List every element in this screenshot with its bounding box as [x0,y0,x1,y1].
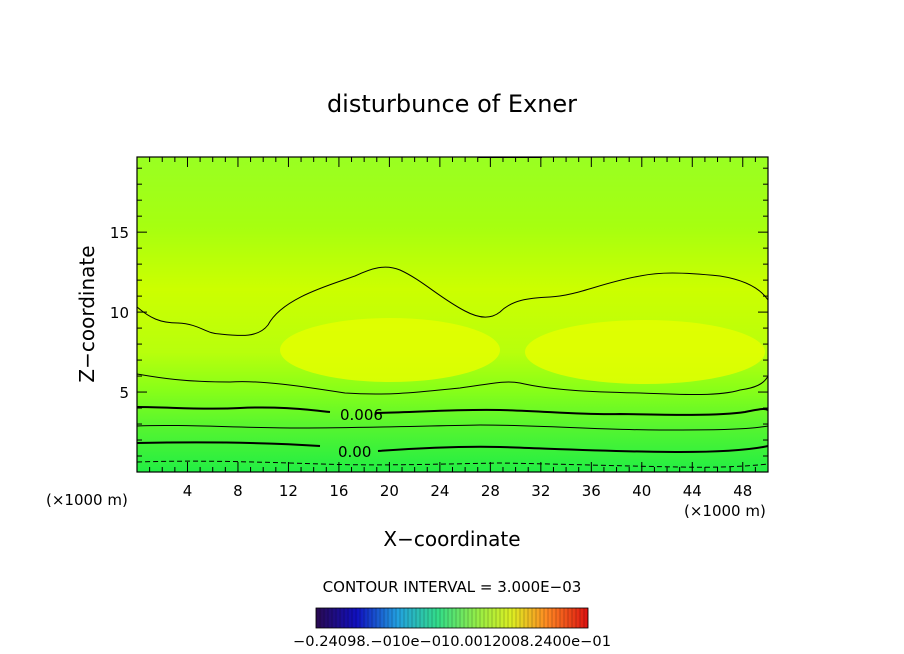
x-tick-label: 20 [380,482,399,500]
contour-mid-lower [137,424,768,431]
chart-title: disturbunce of Exner [327,90,577,118]
x-tick-label: 32 [531,482,550,500]
contour-upper [137,266,768,336]
contour-mid-upper [137,373,768,396]
y-tick-label: 15 [110,224,129,242]
x-tick-label: 8 [233,482,243,500]
contour-interval-text: CONTOUR INTERVAL = 3.000E−03 [323,578,582,596]
x-unit-left: (×1000 m) [46,491,128,509]
contour-lines [137,266,768,468]
colorbar-ticks [315,608,589,628]
plot-area [137,157,768,472]
x-tick-label: 40 [632,482,651,500]
contour-negative [137,460,768,468]
field-maximum-right [525,320,765,384]
contour-0-00 [137,441,768,454]
x-unit-right: (×1000 m) [684,502,766,520]
x-tick-label: 44 [683,482,702,500]
contour-label-0-006: 0.006 [340,406,383,424]
x-tick-label: 12 [279,482,298,500]
x-tick-label: 28 [481,482,500,500]
x-axis: 4 8 12 16 20 24 28 32 36 40 44 48 [149,157,756,500]
y-axis: 5 10 15 [110,167,768,457]
field-background [137,157,768,472]
x-tick-label: 24 [430,482,449,500]
x-tick-label: 16 [329,482,348,500]
y-tick-label: 10 [110,304,129,322]
x-axis-label: X−coordinate [383,527,520,551]
x-tick-label: 4 [183,482,193,500]
colorbar [315,607,589,629]
colorbar-labels: −0.24098.−010e−010.0012008.2400e−01 [293,634,611,650]
field-maximum-left [280,318,500,382]
y-axis-label: Z−coordinate [75,245,99,382]
y-tick-label: 5 [119,384,129,402]
x-tick-label: 36 [582,482,601,500]
contour-0-006 [137,406,768,416]
x-tick-label: 48 [733,482,752,500]
contour-label-0-00: 0.00 [338,443,371,461]
